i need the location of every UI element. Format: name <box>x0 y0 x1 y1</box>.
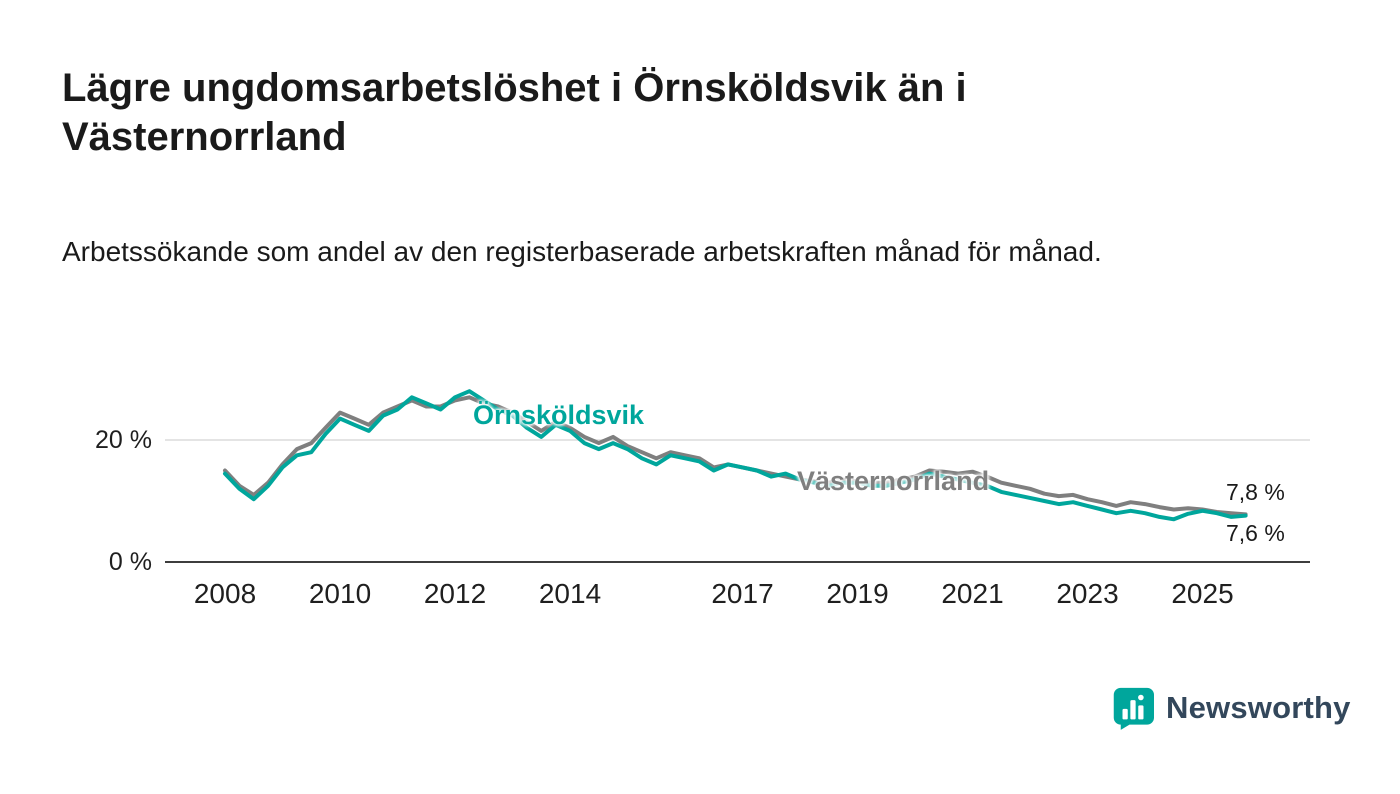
x-tick-label: 2019 <box>826 578 889 609</box>
y-tick-label: 0 % <box>108 548 152 576</box>
x-tick-label: 2012 <box>423 578 487 609</box>
newsworthy-logo-icon <box>1113 687 1154 730</box>
end-value-ornskoldsvik: 7,6 % <box>1226 520 1285 546</box>
newsworthy-wordmark: Newsworthy <box>1166 690 1351 725</box>
x-tick-label: 2023 <box>1056 578 1119 609</box>
x-tick-label: 2021 <box>941 578 1004 609</box>
x-tick-label: 2008 <box>193 578 257 609</box>
x-tick-label: 2014 <box>538 578 602 609</box>
x-tick-label: 2010 <box>308 578 372 609</box>
newsworthy-branding: Newsworthy <box>1112 686 1351 730</box>
x-tick-label: 2017 <box>711 578 774 609</box>
x-tick-label: 2025 <box>1171 578 1234 609</box>
end-value-vasternorrland: 7,8 % <box>1226 479 1285 505</box>
chart-subtitle: Arbetssökande som andel av den registerb… <box>62 236 1102 267</box>
series-label-vasternorrland: Västernorrland <box>797 466 990 496</box>
y-tick-label: 20 % <box>95 426 152 454</box>
series-label-ornskoldsvik: Örnsköldsvik <box>473 400 645 430</box>
series-line-vasternorrland <box>223 395 1248 517</box>
page-title: Lägre ungdomsarbetslöshet i Örnsköldsvik… <box>62 66 967 159</box>
series-line-ornskoldsvik <box>223 389 1248 522</box>
